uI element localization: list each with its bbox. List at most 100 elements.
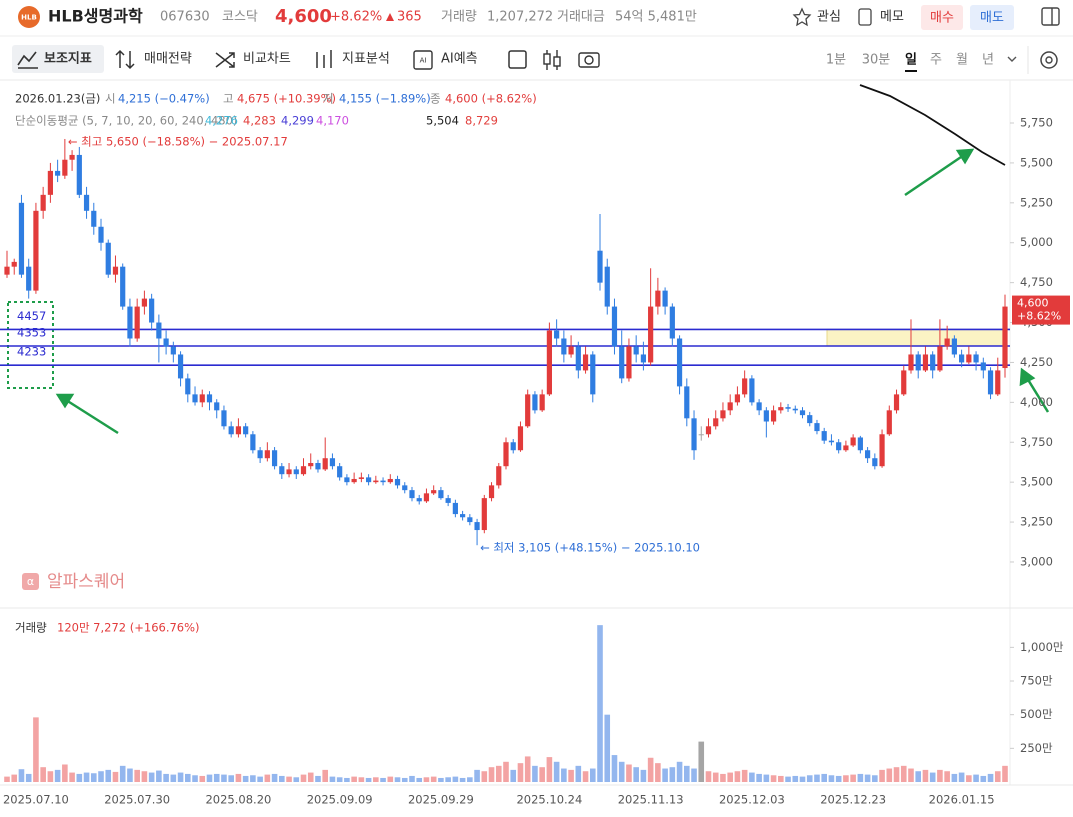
annotation-high: ← 최고 5,650 (−18.58%) − 2025.07.17 xyxy=(68,134,288,148)
sell-bg[interactable] xyxy=(970,5,1014,30)
candle-body xyxy=(474,522,480,531)
candle-body xyxy=(850,437,856,446)
volume-bar xyxy=(611,755,618,782)
change-pct: +8.62% xyxy=(330,10,382,25)
buy-bg[interactable] xyxy=(921,5,963,30)
volume-bar xyxy=(756,773,762,782)
watch-button[interactable]: 관심 xyxy=(817,10,841,25)
volume-bar xyxy=(25,773,32,782)
period[interactable]: 년 xyxy=(982,53,994,68)
candle-body xyxy=(431,490,437,494)
volume-bar xyxy=(770,775,777,782)
volume-bar xyxy=(618,761,625,782)
volume-bar xyxy=(647,757,654,782)
volume-bar xyxy=(662,768,668,782)
candle-body xyxy=(742,378,748,395)
volume-bar xyxy=(358,777,365,782)
x-tick-label: 2025.11.13 xyxy=(618,793,684,807)
amount-label: 거래대금 xyxy=(557,10,605,25)
candle-body xyxy=(792,408,798,411)
volume-bar xyxy=(112,771,119,782)
volume-tick-label: 1,000만 xyxy=(1020,640,1064,654)
buy-button[interactable]: 매수 xyxy=(930,11,954,26)
candle-body xyxy=(944,338,950,347)
stock-code: 067630 xyxy=(160,10,210,25)
volume-bar xyxy=(799,776,806,782)
settings-icon[interactable] xyxy=(1040,51,1058,69)
memo-button[interactable]: 메모 xyxy=(880,10,904,25)
candle-body xyxy=(995,370,1001,395)
candle-body xyxy=(763,410,769,422)
period[interactable]: 일 xyxy=(905,53,917,68)
tool[interactable]: AI예측 xyxy=(441,52,478,67)
tool[interactable]: 지표분석 xyxy=(342,52,390,67)
candle-body xyxy=(373,480,379,483)
volume-bar xyxy=(474,769,480,782)
tool[interactable]: 매매전략 xyxy=(144,52,192,67)
candle-body xyxy=(337,466,343,478)
volume-bar xyxy=(741,769,748,782)
candle-body xyxy=(727,402,733,411)
x-tick-label: 2025.10.24 xyxy=(516,793,582,807)
period[interactable]: 30분 xyxy=(862,53,891,68)
candle-body xyxy=(691,418,697,451)
memo-icon[interactable] xyxy=(858,8,872,26)
info-low: 4,155 (−1.89%) xyxy=(339,92,431,106)
ma-value: 4,299 xyxy=(281,114,314,128)
panel-icon[interactable] xyxy=(1041,7,1060,26)
last-price-badge xyxy=(1012,295,1070,325)
volume-bar xyxy=(814,774,820,782)
arrow-head xyxy=(1019,367,1036,387)
sell-button[interactable]: 매도 xyxy=(980,11,1004,26)
candle-body xyxy=(669,306,675,339)
tool[interactable]: 비교차트 xyxy=(243,52,291,67)
candle-body xyxy=(300,466,307,475)
volume-bar xyxy=(4,776,10,782)
volume-bar xyxy=(307,772,314,782)
period[interactable]: 주 xyxy=(930,53,942,68)
candle-body xyxy=(662,290,668,307)
arrow-head xyxy=(955,148,975,165)
volume-bar xyxy=(872,775,878,782)
camera-icon[interactable] xyxy=(578,52,600,68)
volume-bar xyxy=(423,777,430,782)
candle-body xyxy=(843,445,849,451)
volume-bar xyxy=(170,774,177,782)
volume-bar xyxy=(409,775,415,782)
draw-toggle[interactable] xyxy=(508,50,527,69)
candle-body xyxy=(901,370,907,395)
settings-icon-center xyxy=(1045,56,1053,64)
volume-bar xyxy=(763,774,770,782)
period[interactable]: 월 xyxy=(956,53,968,68)
volume-bar xyxy=(843,775,849,782)
volume-bar xyxy=(54,769,61,782)
tool-icon-text: AI xyxy=(420,57,427,65)
volume-bar xyxy=(105,769,112,782)
ma-value: 5,504 xyxy=(426,114,459,128)
star-icon[interactable] xyxy=(792,7,812,27)
period-more[interactable] xyxy=(1007,56,1017,62)
tool[interactable]: 보조지표 xyxy=(44,52,92,67)
volume-bar xyxy=(119,765,126,782)
volume-bar xyxy=(561,768,567,782)
candle-body xyxy=(879,434,885,467)
candle-body xyxy=(365,477,372,483)
volume-bar xyxy=(322,769,329,782)
candle-body xyxy=(720,410,726,419)
volume-bar xyxy=(806,775,813,782)
volume-bar xyxy=(922,769,929,782)
volume-bar xyxy=(47,771,54,782)
candle-body xyxy=(423,493,430,502)
volume-bar xyxy=(835,775,842,782)
volume-bar xyxy=(503,761,509,782)
volume-bar xyxy=(141,771,148,782)
period[interactable]: 1분 xyxy=(826,53,846,68)
volume-bar xyxy=(98,771,104,782)
volume-bar xyxy=(293,777,300,782)
volume-bar xyxy=(1002,765,1008,782)
camera-lens xyxy=(584,55,594,65)
volume-bar xyxy=(279,775,285,782)
volume-bar xyxy=(163,773,169,782)
info-low-label: 저 xyxy=(323,92,334,106)
